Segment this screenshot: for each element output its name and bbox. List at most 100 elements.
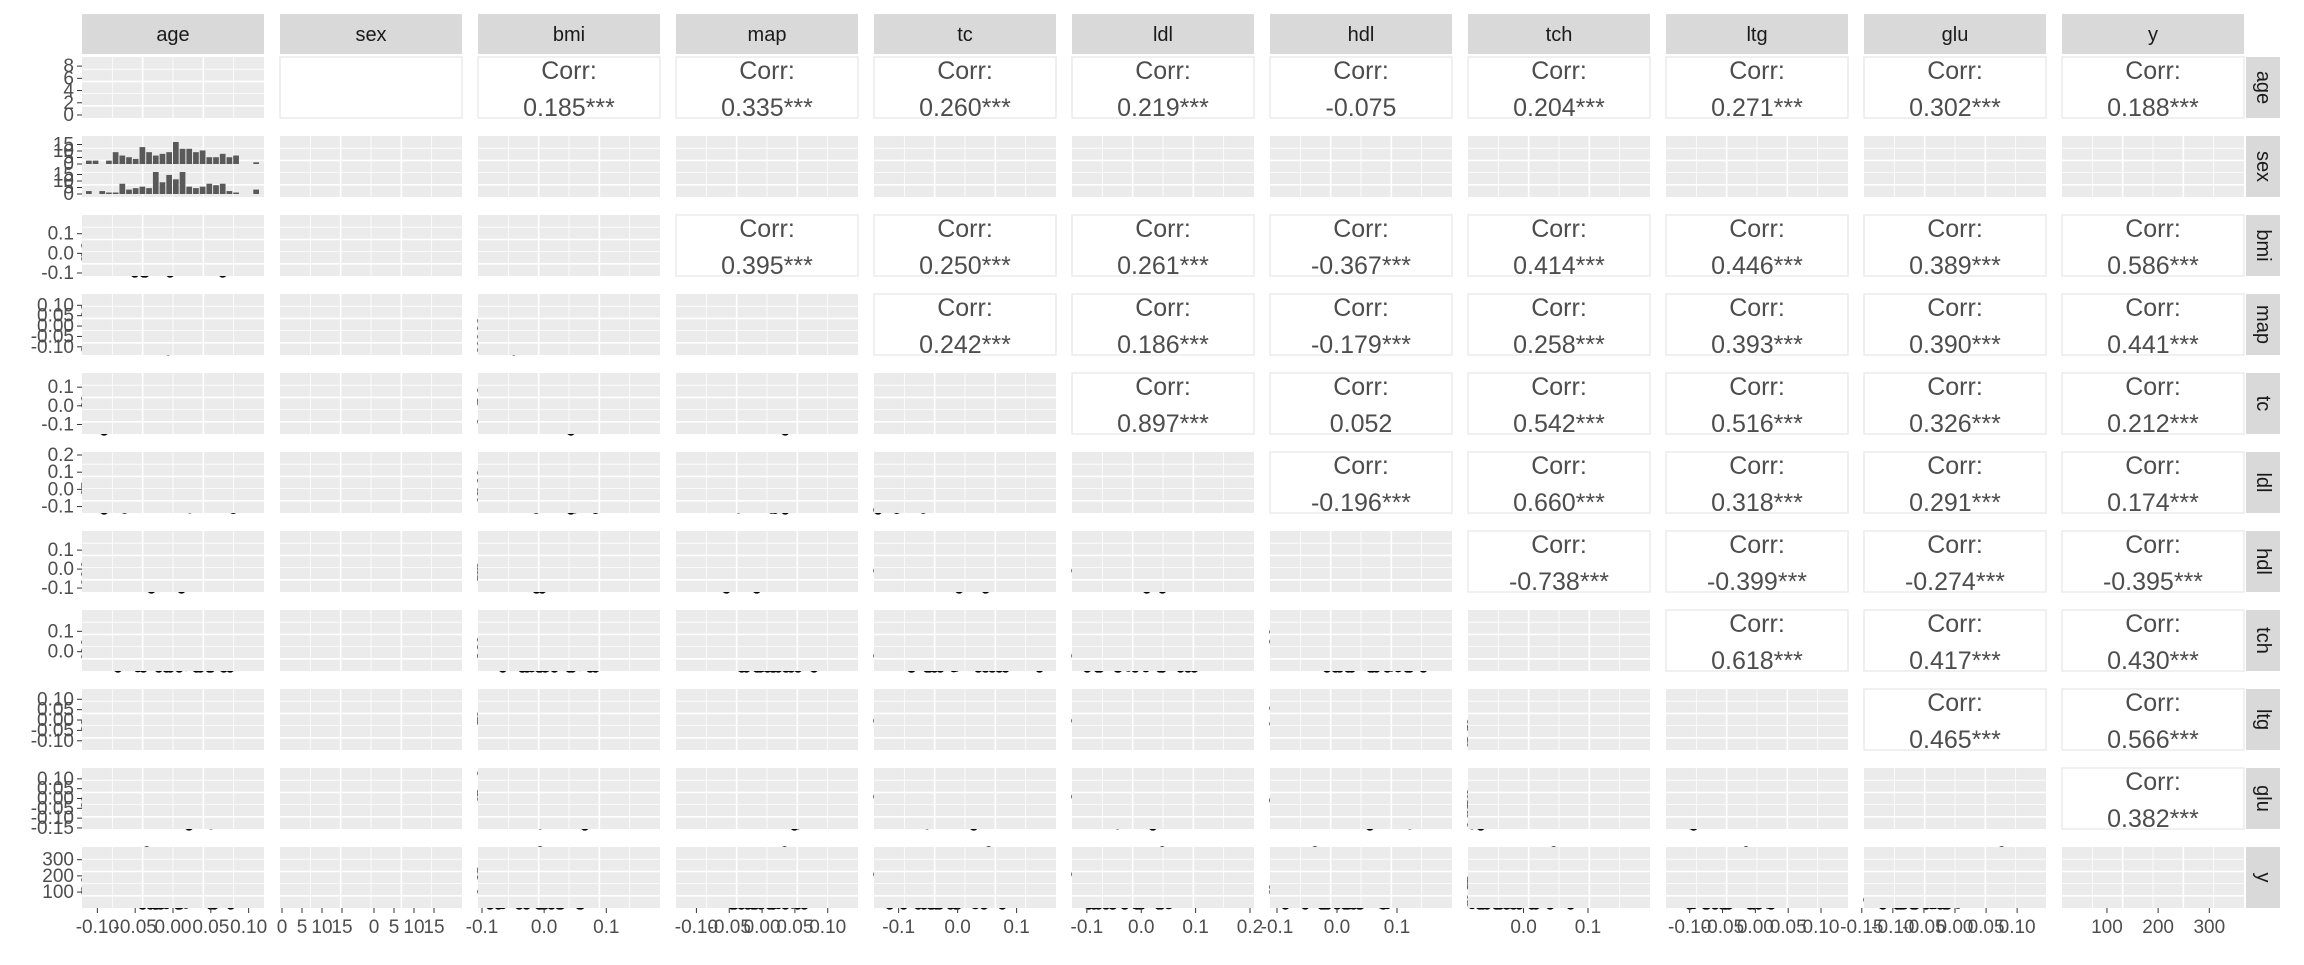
- corr-label: Corr:: [937, 57, 993, 85]
- strip-label-col-tch: tch: [1546, 24, 1573, 46]
- corr-label: Corr:: [1531, 373, 1587, 401]
- cell-age-tc: Corr: 0.260***: [874, 57, 1056, 122]
- cell-bmi-y: Corr:0.586***: [2062, 215, 2244, 280]
- cell-bmi-tch: Corr: 0.414***: [1468, 215, 1650, 280]
- cell-tc-ldl: Corr:0.897***: [1072, 373, 1254, 438]
- corr-label: Corr:: [2125, 373, 2181, 401]
- strip-label-col-ldl: ldl: [1153, 24, 1173, 46]
- corr-label: Corr:: [1135, 215, 1191, 243]
- cell-age-y: Corr: 0.188***: [2062, 57, 2244, 122]
- corr-value: 0.393***: [1711, 331, 1803, 359]
- cell-tc-hdl: Corr:0.052: [1270, 373, 1452, 438]
- cell-ldl-glu: Corr: 0.291***: [1864, 452, 2046, 517]
- strip-label-col-age: age: [156, 24, 189, 46]
- corr-label: Corr:: [937, 215, 993, 243]
- corr-value: 0.250***: [919, 252, 1011, 280]
- cell-ldl-hdl: Corr:-0.196***: [1270, 452, 1452, 517]
- corr-label: Corr:: [739, 215, 795, 243]
- corr-label: Corr:: [937, 294, 993, 322]
- cell-map-hdl: Corr:-0.179***: [1270, 294, 1452, 359]
- strip-label-col-glu: glu: [1942, 24, 1969, 46]
- corr-label: Corr:: [2125, 294, 2181, 322]
- corr-label: Corr:: [1531, 215, 1587, 243]
- corr-label: Corr:: [1729, 215, 1785, 243]
- corr-label: Corr:: [1333, 373, 1389, 401]
- corr-label: Corr:: [1927, 57, 1983, 85]
- corr-value: 0.395***: [721, 252, 813, 280]
- cell-age-tch: Corr:0.204***: [1468, 57, 1650, 122]
- corr-value: 0.219***: [1117, 94, 1209, 122]
- corr-value: -0.399***: [1707, 568, 1807, 596]
- strip-label-col-sex: sex: [355, 24, 386, 46]
- corr-label: Corr:: [1729, 373, 1785, 401]
- corr-value: 0.291***: [1909, 489, 2001, 517]
- corr-label: Corr:: [1333, 452, 1389, 480]
- corr-label: Corr:: [1531, 57, 1587, 85]
- corr-value: 0.897***: [1117, 410, 1209, 438]
- cell-age-sex: [280, 57, 462, 118]
- corr-label: Corr:: [1729, 294, 1785, 322]
- cell-bmi-ltg: Corr:0.446***: [1666, 215, 1848, 280]
- corr-value: 0.185***: [523, 94, 615, 122]
- corr-value: 0.414***: [1513, 252, 1605, 280]
- corr-value: -0.738***: [1509, 568, 1609, 596]
- corr-label: Corr:: [739, 57, 795, 85]
- strip-label-row-ltg: ltg: [2252, 709, 2274, 730]
- cell-hdl-y: Corr:-0.395***: [2062, 531, 2244, 596]
- corr-value: 0.660***: [1513, 489, 1605, 517]
- cell-map-y: Corr: 0.441***: [2062, 294, 2244, 359]
- corr-value: -0.367***: [1311, 252, 1411, 280]
- cell-bmi-ldl: Corr: 0.261***: [1072, 215, 1254, 280]
- corr-label: Corr:: [1927, 452, 1983, 480]
- corr-label: Corr:: [1729, 57, 1785, 85]
- corr-label: Corr:: [1927, 373, 1983, 401]
- cell-tc-glu: Corr: 0.326***: [1864, 373, 2046, 438]
- cell-ldl-tch: Corr: 0.660***: [1468, 452, 1650, 517]
- corr-value: 0.586***: [2107, 252, 2199, 280]
- corr-value: 0.188***: [2107, 94, 2199, 122]
- strip-label-col-ltg: ltg: [1746, 24, 1767, 46]
- cell-age-ldl: Corr: 0.219***: [1072, 57, 1254, 122]
- corr-label: Corr:: [1135, 294, 1191, 322]
- corr-label: Corr:: [1531, 531, 1587, 559]
- corr-value: 0.242***: [919, 331, 1011, 359]
- cell-age-map: Corr:0.335***: [676, 57, 858, 122]
- cell-ldl-ltg: Corr: 0.318***: [1666, 452, 1848, 517]
- cell-age-glu: Corr: 0.302***: [1864, 57, 2046, 122]
- cell-bmi-hdl: Corr:-0.367***: [1270, 215, 1452, 280]
- strip-label-row-tch: tch: [2252, 627, 2274, 654]
- corr-label: Corr:: [1729, 531, 1785, 559]
- strip-label-col-hdl: hdl: [1348, 24, 1375, 46]
- strip-label-col-tc: tc: [957, 24, 973, 46]
- strip-label-row-ldl: ldl: [2252, 472, 2274, 492]
- cell-ldl-y: Corr:0.174***: [2062, 452, 2244, 517]
- corr-value: 0.302***: [1909, 94, 2001, 122]
- cell-tc-ltg: Corr: 0.516***: [1666, 373, 1848, 438]
- strip-label-row-sex: sex: [2252, 151, 2274, 182]
- cell-hdl-ltg: Corr: -0.399***: [1666, 531, 1848, 596]
- cell-map-glu: Corr:0.390***: [1864, 294, 2046, 359]
- corr-label: Corr:: [1729, 452, 1785, 480]
- corr-panel: [280, 57, 462, 118]
- cell-map-tc: Corr: 0.242***: [874, 294, 1056, 359]
- corr-label: Corr:: [1531, 294, 1587, 322]
- corr-label: Corr:: [1333, 294, 1389, 322]
- corr-label: Corr:: [2125, 531, 2181, 559]
- corr-label: Corr:: [1927, 531, 1983, 559]
- corr-value: 0.318***: [1711, 489, 1803, 517]
- corr-value: 0.441***: [2107, 331, 2199, 359]
- corr-value: 0.260***: [919, 94, 1011, 122]
- corr-label: Corr:: [2125, 57, 2181, 85]
- cell-age-bmi: Corr:0.185***: [478, 57, 660, 122]
- corr-value: 0.326***: [1909, 410, 2001, 438]
- strip-label-row-age: age: [2252, 71, 2274, 104]
- corr-label: Corr:: [1927, 294, 1983, 322]
- corr-value: 0.261***: [1117, 252, 1209, 280]
- strip-label-row-tc: tc: [2252, 396, 2274, 412]
- corr-label: Corr:: [1531, 452, 1587, 480]
- corr-label: Corr:: [1135, 57, 1191, 85]
- corr-value: 0.174***: [2107, 489, 2199, 517]
- corr-value: 0.516***: [1711, 410, 1803, 438]
- strip-label-col-y: y: [2148, 24, 2158, 46]
